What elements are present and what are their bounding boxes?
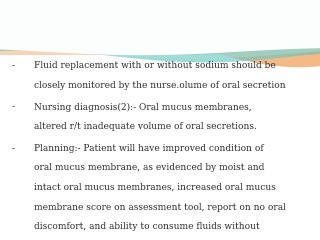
Text: altered r/t inadequate volume of oral secretions.: altered r/t inadequate volume of oral se… bbox=[34, 122, 256, 131]
Text: Fluid replacement with or without sodium should be: Fluid replacement with or without sodium… bbox=[34, 61, 275, 70]
Polygon shape bbox=[0, 0, 320, 55]
Text: -: - bbox=[11, 144, 14, 153]
Polygon shape bbox=[0, 0, 320, 50]
Text: membrane score on assessment tool, report on no oral: membrane score on assessment tool, repor… bbox=[34, 203, 285, 212]
Polygon shape bbox=[0, 0, 320, 55]
Text: -: - bbox=[11, 102, 14, 111]
Text: Nursing diagnosis(2):- Oral mucus membranes,: Nursing diagnosis(2):- Oral mucus membra… bbox=[34, 102, 251, 112]
Text: -: - bbox=[11, 61, 14, 70]
Polygon shape bbox=[0, 0, 320, 67]
Text: oral mucus membrane, as evidenced by moist and: oral mucus membrane, as evidenced by moi… bbox=[34, 163, 264, 172]
Polygon shape bbox=[0, 0, 320, 40]
Polygon shape bbox=[0, 0, 320, 59]
Polygon shape bbox=[0, 0, 320, 34]
Text: Planning:- Patient will have improved condition of: Planning:- Patient will have improved co… bbox=[34, 144, 263, 153]
Text: closely monitored by the nurse.olume of oral secretion: closely monitored by the nurse.olume of … bbox=[34, 81, 285, 90]
Polygon shape bbox=[0, 0, 320, 35]
Text: discomfort, and ability to consume fluids without: discomfort, and ability to consume fluid… bbox=[34, 222, 259, 231]
Text: intact oral mucus membranes, increased oral mucus: intact oral mucus membranes, increased o… bbox=[34, 183, 276, 192]
Polygon shape bbox=[0, 0, 320, 62]
